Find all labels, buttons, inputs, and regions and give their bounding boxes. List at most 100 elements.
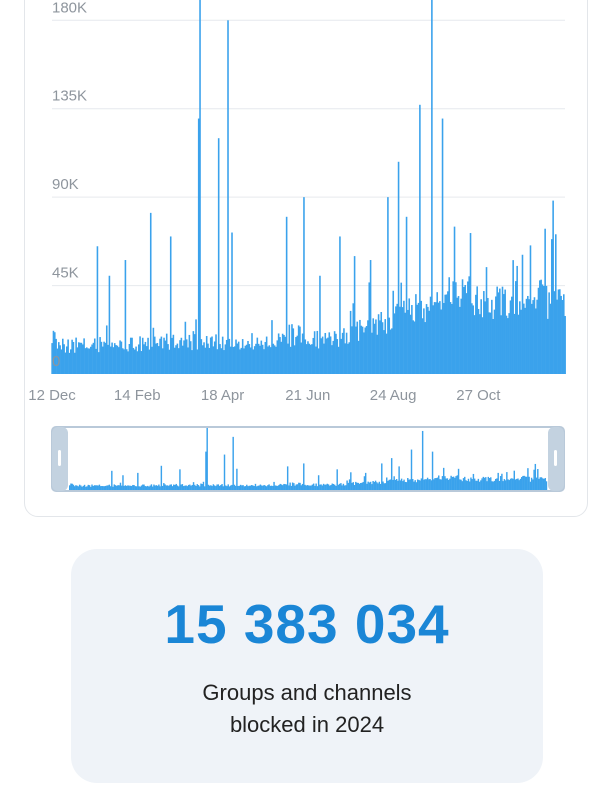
navigator-bar bbox=[523, 475, 525, 490]
chart-bar bbox=[72, 341, 75, 374]
chart-bar bbox=[539, 280, 541, 374]
navigator-bar bbox=[465, 480, 467, 490]
chart-bar bbox=[509, 300, 512, 374]
chart-bar bbox=[180, 337, 183, 374]
navigator-bar bbox=[407, 478, 409, 490]
chart-bar bbox=[129, 337, 132, 374]
chart-bar bbox=[323, 343, 325, 374]
navigator-bar bbox=[343, 485, 346, 490]
navigator-bar bbox=[366, 483, 368, 490]
chart-bar bbox=[212, 346, 215, 374]
chart-bar bbox=[468, 276, 470, 374]
chart-bar bbox=[365, 326, 368, 374]
navigator-bar bbox=[528, 476, 530, 490]
chart-bar bbox=[235, 339, 237, 374]
chart-bar bbox=[283, 334, 285, 374]
chart-bar bbox=[227, 20, 229, 375]
navigator-bar bbox=[260, 485, 263, 490]
chart-bar bbox=[485, 267, 488, 374]
navigator-bar bbox=[124, 485, 127, 490]
navigator-bar bbox=[387, 480, 389, 490]
navigator-bar bbox=[80, 485, 82, 490]
navigator-bar bbox=[258, 485, 260, 490]
navigator-bar bbox=[145, 486, 148, 490]
navigator-bar bbox=[237, 485, 239, 490]
navigator-bar bbox=[424, 479, 426, 490]
navigator-bar bbox=[535, 477, 538, 490]
navigator-bar bbox=[467, 478, 470, 490]
navigator-bar bbox=[232, 436, 234, 490]
chart-bar bbox=[520, 309, 522, 374]
navigator-bar bbox=[189, 484, 191, 490]
chart-bar bbox=[197, 118, 200, 374]
chart-bar bbox=[128, 344, 131, 374]
chart-bar bbox=[260, 340, 263, 374]
chart-bar bbox=[465, 293, 468, 374]
navigator-bar bbox=[160, 465, 163, 490]
chart-bar bbox=[529, 245, 532, 374]
chart-bar bbox=[459, 306, 461, 374]
navigator-bar bbox=[194, 484, 196, 490]
navigator-bar bbox=[530, 477, 533, 490]
navigator-bar bbox=[524, 476, 527, 490]
chart-bar bbox=[483, 291, 485, 374]
chart-bar bbox=[223, 350, 225, 374]
navigator-bar bbox=[156, 485, 159, 490]
chart-bar bbox=[331, 345, 333, 374]
chart-bar bbox=[501, 286, 504, 374]
chart-bar bbox=[353, 256, 356, 374]
blocked-channels-chart[interactable]: 0 45K 90K 135K 180K 12 Dec 14 Feb 18 Apr 21 Jun… bbox=[25, 0, 589, 518]
navigator-bar bbox=[314, 485, 316, 490]
navigator-bar bbox=[430, 480, 433, 490]
chart-bar bbox=[417, 302, 420, 374]
navigator-bar bbox=[473, 478, 476, 490]
navigator-bar bbox=[272, 485, 274, 490]
chart-bar bbox=[76, 347, 79, 374]
navigator-bar bbox=[269, 485, 272, 490]
navigator-bar bbox=[262, 485, 264, 490]
navigator-bar bbox=[345, 485, 347, 490]
chart-bar bbox=[297, 325, 300, 374]
navigator-handle-right[interactable] bbox=[548, 427, 564, 491]
navigator-bar bbox=[459, 479, 461, 490]
navigator-bar bbox=[195, 486, 197, 490]
chart-bar bbox=[261, 344, 264, 374]
chart-bar bbox=[228, 338, 231, 374]
navigator-bar bbox=[213, 485, 216, 490]
chart-bar bbox=[484, 301, 486, 374]
navigator-bar bbox=[446, 478, 449, 490]
chart-bar bbox=[249, 347, 252, 374]
y-tick-label: 135K bbox=[52, 88, 87, 105]
navigator-bar bbox=[111, 470, 113, 490]
chart-bar bbox=[93, 338, 96, 374]
navigator-bar bbox=[440, 479, 442, 490]
navigator-bar bbox=[95, 485, 97, 490]
navigator-bar bbox=[290, 485, 293, 490]
chart-bar bbox=[244, 345, 247, 374]
navigator-bar bbox=[487, 476, 489, 490]
navigator-bar bbox=[210, 485, 212, 490]
chart-bar bbox=[516, 265, 518, 374]
chart-bar bbox=[177, 348, 180, 374]
navigator-bar bbox=[383, 483, 385, 490]
navigator-bar bbox=[486, 481, 488, 490]
navigator-bar bbox=[413, 481, 415, 490]
navigator-bar bbox=[128, 485, 130, 490]
chart-bar bbox=[285, 216, 288, 374]
chart-bar bbox=[500, 315, 502, 374]
chart-bar bbox=[456, 297, 458, 374]
navigator-bar bbox=[389, 479, 392, 490]
chart-bar bbox=[219, 344, 221, 374]
chart-bar bbox=[497, 292, 500, 374]
navigator-handle-left[interactable] bbox=[52, 427, 68, 491]
chart-bar bbox=[153, 336, 156, 374]
chart-bar bbox=[321, 336, 324, 374]
navigator-bar bbox=[351, 482, 353, 490]
chart-bar bbox=[405, 216, 408, 374]
navigator-bar bbox=[165, 485, 168, 490]
chart-bar bbox=[403, 300, 405, 374]
range-navigator[interactable] bbox=[51, 426, 565, 492]
navigator-bar bbox=[388, 479, 390, 490]
drag-handle-icon bbox=[554, 450, 557, 466]
navigator-bar bbox=[228, 486, 231, 490]
